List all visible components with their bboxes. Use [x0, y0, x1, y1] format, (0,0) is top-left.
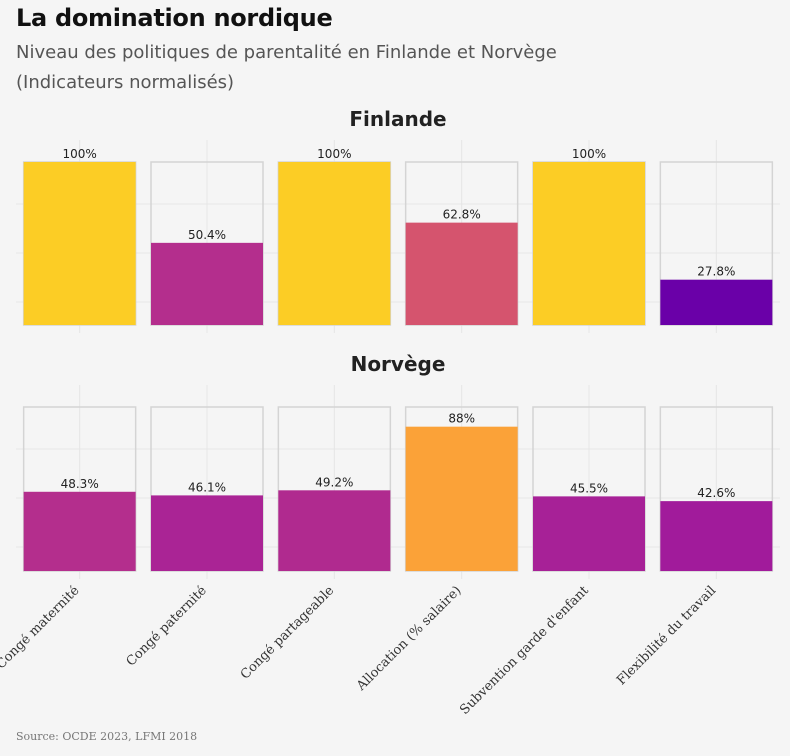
x-tick-label: Allocation (% salaire): [353, 583, 464, 694]
x-tick-label: Congé maternité: [0, 583, 83, 672]
facet-title-finlande: Finlande: [349, 107, 447, 131]
data-label: 50.4%: [188, 228, 226, 242]
bar-finlande-2: [151, 242, 263, 325]
data-label: 100%: [572, 147, 606, 161]
bar-finlande-5: [533, 162, 645, 325]
data-label: 88%: [448, 412, 475, 426]
subtitle-line-1: Niveau des politiques de parentalité en …: [16, 42, 557, 63]
facet-title-norvege: Norvège: [350, 352, 446, 376]
bar-norvège-4: [405, 426, 518, 571]
data-label: 27.8%: [697, 265, 735, 279]
bar-finlande-6: [660, 279, 773, 325]
x-tick-label: Congé paternité: [124, 583, 210, 669]
data-label: 100%: [317, 147, 351, 161]
x-tick-label: Congé partageable: [238, 583, 338, 683]
chart-title: La domination nordique: [16, 4, 333, 32]
bar-finlande-4: [405, 222, 518, 325]
data-label: 48.3%: [61, 477, 99, 491]
source-caption: Source: OCDE 2023, LFMI 2018: [16, 730, 198, 743]
bar-norvège-3: [278, 490, 391, 571]
data-label: 49.2%: [315, 475, 353, 489]
bar-norvège-6: [660, 501, 773, 571]
bar-finlande-1: [23, 162, 136, 325]
data-label: 46.1%: [188, 480, 226, 494]
bar-norvège-5: [533, 496, 645, 571]
subtitle-line-2: (Indicateurs normalisés): [16, 72, 235, 93]
data-label: 100%: [63, 147, 97, 161]
x-tick-label: Flexibilité du travail: [614, 583, 719, 688]
x-tick-label: Subvention garde d'enfant: [457, 583, 592, 718]
data-label: 62.8%: [443, 208, 481, 222]
data-label: 45.5%: [570, 481, 608, 495]
chart-subtitle: Niveau des politiques de parentalité en …: [16, 38, 756, 98]
data-label: 42.6%: [697, 486, 735, 500]
bar-norvège-2: [151, 495, 263, 571]
bar-finlande-3: [278, 162, 391, 325]
bar-norvège-1: [23, 491, 136, 571]
